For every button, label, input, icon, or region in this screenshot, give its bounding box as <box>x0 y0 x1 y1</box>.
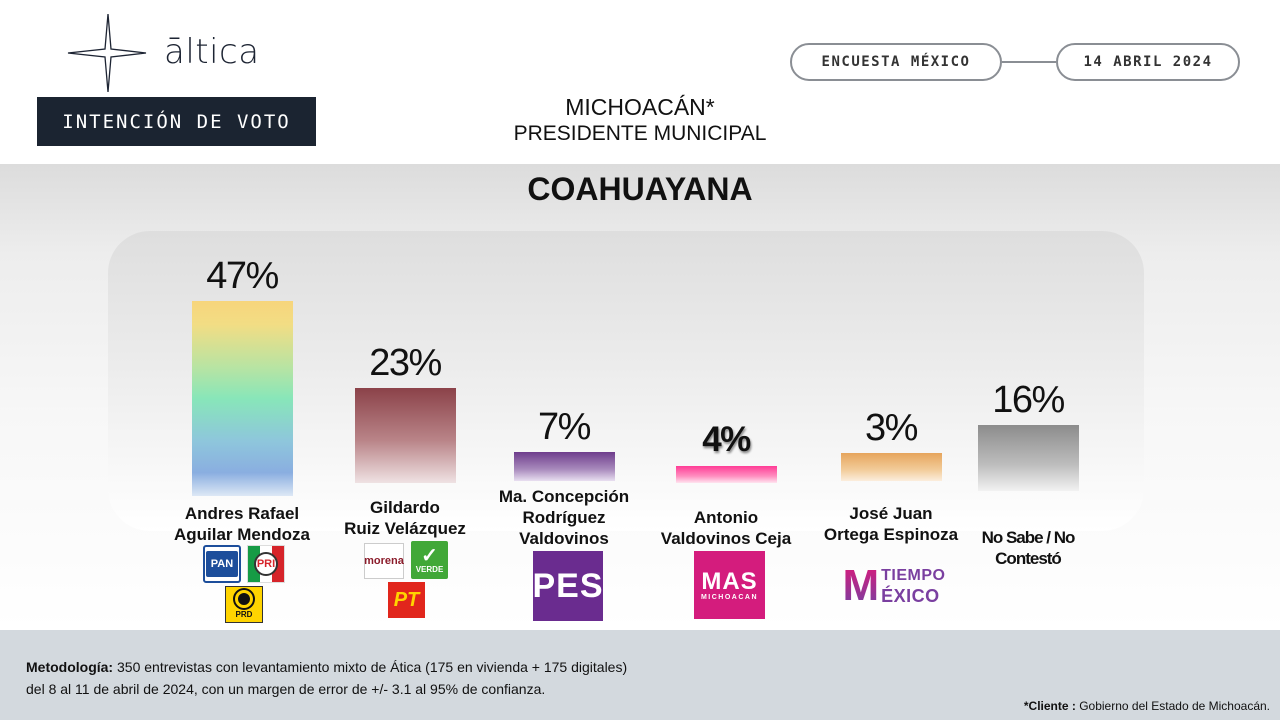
bar-4 <box>675 466 777 483</box>
client-note: *Cliente : Gobierno del Estado de Michoa… <box>1023 699 1270 713</box>
pt-logo: PT <box>388 582 425 618</box>
bar-2 <box>354 387 456 483</box>
data-label-1: 47% <box>206 255 279 297</box>
prd-logo: PRD <box>225 586 263 623</box>
prd-sun-icon <box>235 590 253 608</box>
altica-logo-text: āltica <box>164 32 260 72</box>
verde-logo: ✓ VERDE <box>411 541 448 579</box>
bar-1 <box>191 301 293 496</box>
candidate-label-4: Antonio Valdovinos Ceja <box>660 508 792 548</box>
candidate-label-5: José Juan Ortega Espinoza <box>823 504 959 544</box>
data-label-3: 7% <box>538 405 591 448</box>
data-label-6: 16% <box>992 378 1065 421</box>
pri-logo: PRI <box>247 545 285 583</box>
mas-michoacan-logo: MAS MICHOACAN <box>694 551 765 619</box>
date-label: 14 ABRIL 2024 <box>1056 43 1240 81</box>
candidate-label-3: Ma. Concepción Rodríguez Valdovinos <box>498 487 630 548</box>
chart-title: COAHUAYANA <box>527 171 753 207</box>
candidate-label-6: No Sabe / No Contestó <box>981 528 1076 568</box>
data-label-5: 3% <box>865 407 918 449</box>
survey-label: ENCUESTA MÉXICO <box>790 43 1002 81</box>
tiempo-mexico-logo: M TIEMPO ÉXICO <box>842 561 946 610</box>
bar-6 <box>977 424 1079 491</box>
candidate-label-1: Andres Rafael Aguilar Mendoza <box>173 504 310 544</box>
state-title: MICHOACÁN* <box>565 94 715 120</box>
pes-logo: PES <box>532 551 603 621</box>
candidate-label-2: Gildardo Ruiz Velázquez <box>344 498 466 538</box>
data-label-2: 23% <box>369 341 442 384</box>
office-title: PRESIDENTE MUNICIPAL <box>513 122 767 145</box>
data-label-4: 4% <box>702 420 751 460</box>
methodology-text: Metodología: 350 entrevistas con levanta… <box>26 659 628 697</box>
section-label: INTENCIÓN DE VOTO <box>37 97 316 146</box>
footer-bar <box>0 630 1280 720</box>
morena-logo: morena <box>364 543 404 579</box>
bar-5 <box>840 453 942 481</box>
altica-star-icon <box>67 13 147 93</box>
pan-logo: PAN <box>203 545 241 583</box>
bar-3 <box>513 451 615 481</box>
pill-connector-line <box>1002 61 1056 63</box>
